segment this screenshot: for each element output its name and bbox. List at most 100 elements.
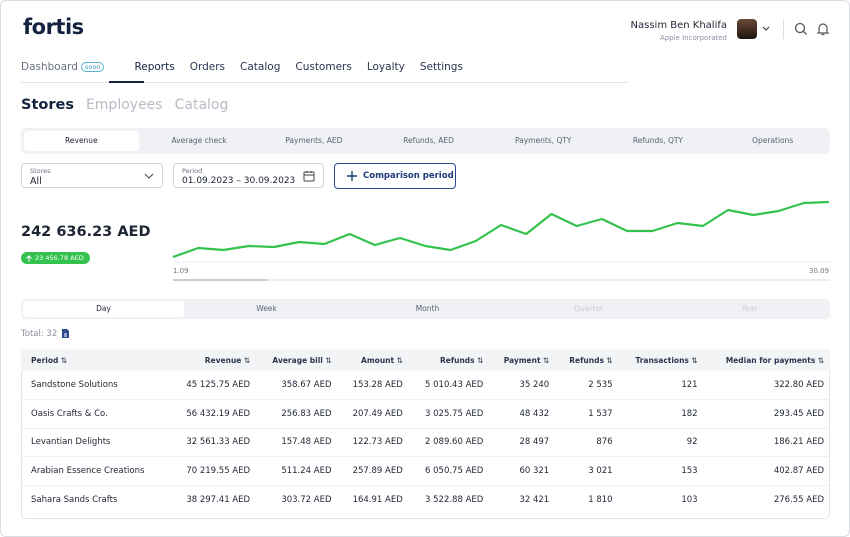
nav-item[interactable]: Loyalty [366, 61, 405, 73]
cell: 276.55 AED [773, 494, 824, 505]
cell: 56 432.19 AED [186, 408, 251, 419]
column-header[interactable]: Payment ⇅ [489, 349, 556, 371]
granularity-tab[interactable]: Quarter [574, 304, 603, 313]
nav-active-underline [109, 81, 144, 83]
divider [783, 19, 784, 39]
cell: Arabian Essence Creations [31, 465, 145, 476]
cell: 256.83 AED [281, 408, 332, 419]
granularity-tab[interactable]: Day [23, 301, 184, 317]
sort-icon: ⇅ [474, 355, 484, 365]
comparison-button[interactable]: Comparison period [334, 163, 456, 189]
cell: 402.87 AED [773, 465, 824, 476]
cell: 511.24 AED [281, 465, 332, 476]
nav-item[interactable]: Reports [134, 61, 175, 73]
header-label: Refunds [440, 355, 475, 365]
cell: 164.91 AED [352, 494, 403, 505]
metric-tab[interactable]: Average check [171, 136, 227, 145]
cell: 876 [596, 437, 613, 448]
sort-icon: ⇅ [322, 355, 332, 365]
header-row: Period ⇅ Revenue ⇅ Average bill ⇅ Amount ⇅ R… [21, 349, 830, 371]
metric-tab[interactable]: Payments, QTY [514, 136, 572, 145]
bell-icon[interactable] [816, 21, 830, 36]
cell: 70 219.55 AED [186, 465, 251, 476]
company: Apple Incorporated [659, 34, 727, 42]
cell: 257.89 AED [352, 465, 403, 476]
up-arrow [26, 255, 32, 262]
metric-tabs: Revenue Average check Payments, AED Refunds… [21, 128, 830, 154]
column-header[interactable]: Period ⇅ [21, 349, 170, 371]
cell: 2 089.60 AED [425, 437, 484, 448]
cell: 303.72 AED [281, 494, 332, 505]
granularity-tab[interactable]: Week [256, 304, 277, 313]
cell: 293.45 AED [773, 408, 824, 419]
table: Period ⇅ Revenue ⇅ Average bill ⇅ Amount ⇅ R… [21, 349, 830, 514]
calendar-icon [303, 171, 315, 182]
nav-item[interactable]: Catalog [240, 61, 281, 73]
column-header[interactable]: Revenue ⇅ [169, 349, 257, 371]
granularity-tab[interactable]: Month [415, 304, 440, 313]
cell: 48 432 [519, 408, 550, 419]
cell: 1 537 [588, 408, 613, 419]
button-label: Comparison period [363, 171, 454, 181]
metric-tab[interactable]: Revenue [24, 131, 139, 151]
cell: 153 [681, 465, 698, 476]
cell: 5 010.43 AED [425, 380, 484, 390]
search-icon[interactable] [794, 22, 808, 36]
value: 01.09.2023 – 30.09.2023 [182, 176, 296, 186]
value: All [30, 176, 42, 187]
cell: 6 050.75 AED [425, 465, 484, 476]
nav-item[interactable]: Dashboard soon [21, 61, 119, 73]
cell: 207.49 AED [352, 408, 403, 419]
logo[interactable]: fortis [23, 15, 84, 39]
cell: 157.48 AED [281, 437, 332, 448]
sort-icon: ⇅ [688, 355, 698, 365]
table-row: Sahara Sands Crafts 38 297.41 AED 303.72 A… [21, 485, 830, 514]
label: Stores [30, 167, 51, 175]
nav-item[interactable]: Orders [189, 61, 226, 73]
nav-item[interactable]: Settings [419, 61, 463, 73]
sparkline: 1.09 30.09 [172, 200, 830, 281]
metric-tab[interactable]: Refunds, QTY [632, 136, 684, 145]
export-icon[interactable] [61, 328, 70, 339]
metric-tab[interactable]: Operations [752, 136, 794, 145]
column-header[interactable]: Average bill ⇅ [256, 349, 338, 371]
header-label: Average bill [272, 355, 323, 365]
cell: 3 021 [588, 465, 613, 476]
sort-icon: ⇅ [58, 355, 68, 365]
total-value: 242 636.23 AED [21, 224, 151, 240]
cell: 45 125.75 AED [186, 380, 251, 390]
granularity-tab[interactable]: Year [741, 304, 758, 313]
page-tab[interactable]: Stores [21, 97, 74, 113]
column-header[interactable]: Refunds ⇅ [408, 349, 490, 371]
column-header[interactable]: Transactions ⇅ [618, 349, 704, 371]
cell: Levantian Delights [31, 437, 111, 448]
nav-item[interactable]: Customers [295, 61, 352, 73]
cell: 92 [686, 437, 698, 448]
granularity-tabs: Day Week Month Quarter Year [21, 299, 830, 319]
dropdown-icon[interactable] [761, 25, 771, 33]
stores-select[interactable]: Stores All [21, 163, 163, 188]
column-header[interactable]: Refunds ⇅ [555, 349, 619, 371]
header-label: Median for payments [725, 355, 816, 365]
page-tab[interactable]: Employees [85, 97, 163, 113]
sort-icon: ⇅ [815, 355, 824, 365]
header-label: Refunds [569, 355, 604, 365]
line [172, 200, 830, 259]
nav: Dashboard soon Reports Orders Catalog Custome… [21, 61, 478, 73]
cell: Sandstone Solutions [31, 380, 118, 390]
period-select[interactable]: Period 01.09.2023 – 30.09.2023 [173, 163, 324, 188]
cell: 182 [681, 408, 698, 419]
page-tab[interactable]: Catalog [174, 97, 229, 113]
cell: 60 321 [519, 465, 550, 476]
cell: 38 297.41 AED [186, 494, 251, 505]
avatar[interactable] [737, 19, 757, 39]
sort-icon: ⇅ [394, 355, 403, 365]
user-name[interactable]: Nassim Ben Khalifa [630, 20, 727, 31]
column-header[interactable]: Median for payments ⇅ [703, 349, 830, 371]
cell: 32 561.33 AED [186, 437, 251, 448]
metric-tab[interactable]: Refunds, AED [403, 136, 454, 145]
sort-icon: ⇅ [540, 355, 550, 365]
metric-tab[interactable]: Payments, AED [285, 136, 343, 145]
column-header[interactable]: Amount ⇅ [337, 349, 409, 371]
cell: 2 535 [588, 380, 613, 390]
